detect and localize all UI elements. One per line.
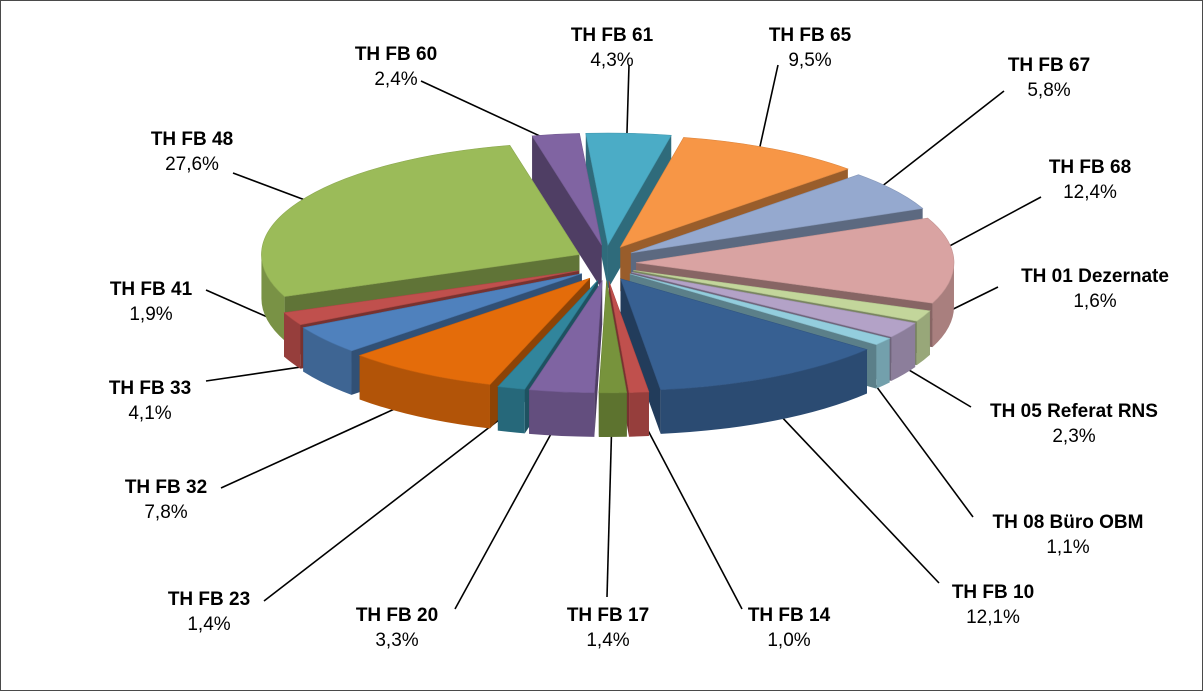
- slice-value-label: 1,9%: [129, 304, 172, 325]
- slice-rim: [876, 338, 890, 389]
- slice-top-face: [620, 278, 868, 391]
- slice-top-face: [598, 280, 628, 394]
- slice-top-face: [358, 277, 591, 385]
- slice-rim: [916, 310, 930, 366]
- slice-value-label: 1,1%: [1046, 537, 1089, 558]
- leader-line: [868, 90, 1005, 198]
- slice-rim: [598, 392, 627, 437]
- pie-slice: [598, 280, 628, 437]
- slice-label: TH 08 Büro OBM: [993, 512, 1144, 533]
- slice-side-face: [585, 133, 608, 290]
- slice-top-face: [608, 280, 650, 393]
- leader-line: [420, 80, 561, 147]
- slice-top-face: [497, 280, 599, 390]
- slice-rim: [359, 355, 490, 429]
- slice-top-face: [630, 174, 924, 254]
- slice-label: TH FB 23: [168, 589, 250, 610]
- leader-line: [625, 64, 630, 145]
- slice-label: TH FB 41: [110, 279, 193, 300]
- pie-slice: [528, 279, 603, 437]
- slice-top-face: [619, 137, 849, 248]
- slice-rim: [529, 389, 595, 437]
- slice-rim: [660, 349, 867, 434]
- slice-label: TH FB 20: [356, 605, 438, 626]
- slice-value-label: 9,5%: [788, 50, 831, 71]
- slice-rim: [891, 323, 916, 381]
- slice-top-face: [633, 270, 931, 322]
- leader-line: [756, 64, 779, 159]
- slice-value-label: 2,4%: [374, 69, 417, 90]
- slice-rim: [497, 386, 525, 434]
- slice-value-label: 5,8%: [1027, 80, 1070, 101]
- slice-top-face: [585, 132, 672, 246]
- slice-side-face: [532, 135, 602, 290]
- slice-value-label: 4,3%: [590, 50, 633, 71]
- slice-label: TH FB 68: [1049, 157, 1131, 178]
- slice-label: TH 05 Referat RNS: [990, 401, 1158, 422]
- slice-value-label: 1,4%: [586, 630, 629, 651]
- pie-slice: [531, 133, 602, 290]
- slice-side-face: [303, 273, 582, 372]
- slice-label: TH FB 48: [151, 129, 233, 150]
- slice-top-face: [531, 133, 602, 246]
- leader-line: [606, 408, 613, 598]
- slice-top-face: [631, 272, 916, 338]
- slice-value-label: 12,1%: [966, 607, 1020, 628]
- slice-label: TH FB 61: [571, 25, 654, 46]
- slice-value-label: 12,4%: [1063, 182, 1117, 203]
- slice-label: TH FB 14: [748, 605, 831, 626]
- slice-top-face: [302, 273, 582, 352]
- slice-label: TH 01 Dezernate: [1021, 266, 1169, 287]
- slice-value-label: 4,1%: [128, 403, 171, 424]
- slice-value-label: 7,8%: [144, 502, 187, 523]
- slice-label: TH FB 33: [109, 378, 191, 399]
- slice-side-face: [620, 278, 661, 434]
- slice-rim: [284, 312, 301, 369]
- slice-top-face: [261, 145, 580, 297]
- slice-value-label: 1,6%: [1073, 291, 1116, 312]
- slice-rim: [303, 327, 352, 395]
- leader-line: [263, 403, 521, 602]
- slice-top-face: [635, 217, 955, 304]
- slice-label: TH FB 10: [952, 582, 1034, 603]
- leader-line: [454, 406, 567, 610]
- slice-label: TH FB 65: [769, 25, 852, 46]
- slice-rim: [629, 392, 649, 437]
- slice-top-face: [283, 270, 579, 326]
- slice-label: TH FB 60: [355, 44, 437, 65]
- slice-label: TH FB 67: [1008, 55, 1090, 76]
- slice-top-face: [528, 279, 603, 394]
- slice-top-face: [629, 273, 891, 345]
- leader-line: [758, 392, 940, 584]
- slice-value-label: 1,4%: [187, 614, 230, 635]
- slice-label: TH FB 32: [125, 477, 207, 498]
- slice-value-label: 3,3%: [375, 630, 418, 651]
- slice-label: TH FB 17: [567, 605, 649, 626]
- leader-line: [635, 407, 743, 610]
- slice-value-label: 1,0%: [767, 630, 810, 651]
- slice-value-label: 27,6%: [165, 154, 219, 175]
- slice-value-label: 2,3%: [1052, 426, 1095, 447]
- pie-slice: [620, 278, 868, 434]
- slice-labels: TH FB 61 4,3% TH FB 65 9,5% TH FB 67 5,8% TH F…: [109, 25, 1169, 651]
- pie-slices: [261, 132, 955, 437]
